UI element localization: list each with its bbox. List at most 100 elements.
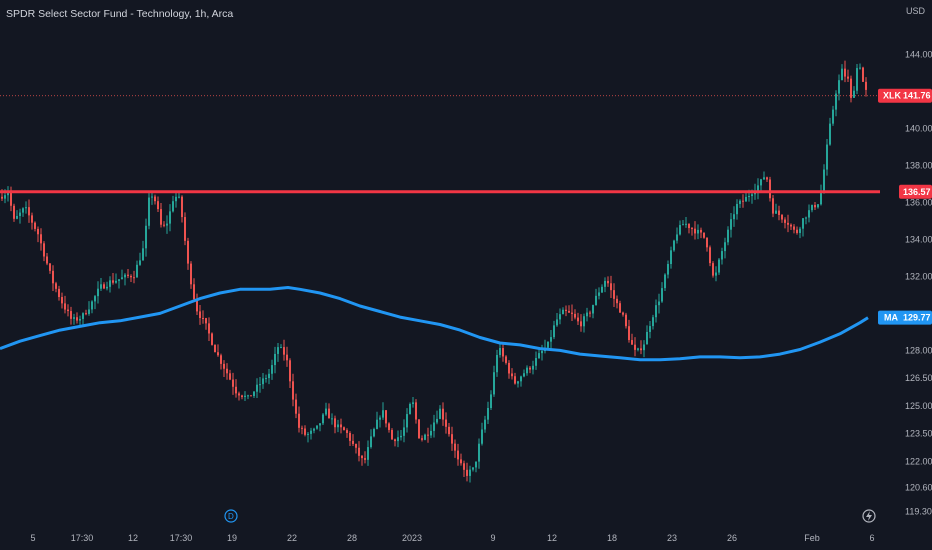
- candle: [514, 372, 516, 385]
- candle-body: [604, 280, 606, 287]
- price-axis[interactable]: 144.00 140.00 138.00 136.00 134.00 132.00 128.…: [905, 49, 932, 516]
- x-tick-label: 9: [490, 533, 495, 543]
- candle-body: [658, 301, 660, 306]
- candle-body: [460, 459, 462, 464]
- candle: [430, 424, 432, 439]
- candle: [811, 204, 813, 213]
- candle: [577, 312, 579, 326]
- candle-body: [241, 395, 243, 397]
- candle: [466, 462, 468, 482]
- level-tag: 136.57: [899, 184, 932, 199]
- candle: [820, 184, 822, 206]
- candle-body: [229, 373, 231, 380]
- candle: [718, 258, 720, 275]
- candle: [661, 282, 663, 303]
- candle: [7, 186, 9, 202]
- candle-body: [661, 288, 663, 302]
- candle-body: [340, 424, 342, 428]
- candle: [235, 379, 237, 398]
- candle: [418, 418, 420, 439]
- candle-body: [19, 212, 21, 216]
- x-tick-label: 23: [667, 533, 677, 543]
- y-tick-label: 120.60: [905, 482, 932, 492]
- candle-body: [802, 218, 804, 229]
- earnings-marker[interactable]: [862, 509, 876, 523]
- candle-body: [517, 381, 519, 384]
- candle: [19, 208, 21, 224]
- candle: [412, 397, 414, 408]
- candle: [457, 443, 459, 466]
- candle: [283, 339, 285, 361]
- candle: [25, 201, 27, 214]
- x-tick-label: 17:30: [170, 533, 193, 543]
- candle: [844, 60, 846, 83]
- candle-body: [748, 196, 750, 198]
- candle-body: [811, 205, 813, 211]
- time-axis[interactable]: 5 17:30 12 17:30 19 22 28 2023 9 12 18 23 26 Feb 6: [30, 533, 874, 543]
- candle-body: [799, 228, 801, 233]
- candle-body: [835, 93, 837, 110]
- candle: [187, 237, 189, 270]
- candle-body: [772, 198, 774, 214]
- candle: [610, 275, 612, 299]
- candle: [634, 337, 636, 357]
- candle-body: [283, 347, 285, 355]
- candle: [244, 391, 246, 401]
- candle-body: [415, 402, 417, 420]
- candle: [649, 320, 651, 339]
- candle-body: [736, 203, 738, 215]
- candle-body: [691, 228, 693, 230]
- candle-body: [355, 443, 357, 448]
- candle-body: [376, 419, 378, 429]
- candle: [277, 343, 279, 362]
- candle-body: [103, 284, 105, 289]
- candle: [40, 228, 42, 251]
- candle-body: [373, 428, 375, 437]
- dividend-marker[interactable]: D: [224, 509, 238, 523]
- candle-body: [796, 229, 798, 233]
- candle-body: [595, 295, 597, 306]
- candle: [604, 277, 606, 293]
- candle: [664, 273, 666, 291]
- candle: [427, 427, 429, 443]
- candle: [154, 194, 156, 205]
- candle: [553, 320, 555, 340]
- candle-body: [154, 196, 156, 202]
- candle: [49, 263, 51, 274]
- candle-body: [598, 292, 600, 296]
- candle: [313, 427, 315, 434]
- candle: [361, 454, 363, 466]
- candle: [364, 451, 366, 464]
- candle-body: [547, 341, 549, 348]
- candle: [178, 192, 180, 199]
- candle: [403, 419, 405, 443]
- candle: [565, 305, 567, 317]
- candle-body: [37, 228, 39, 235]
- candle-body: [130, 275, 132, 278]
- y-tick-label: 138.00: [905, 160, 932, 170]
- candle-body: [73, 317, 75, 319]
- candle: [490, 390, 492, 411]
- candle: [463, 460, 465, 478]
- candle-body: [667, 264, 669, 275]
- price-tag-box: [878, 88, 932, 103]
- candle: [220, 353, 222, 370]
- candle: [166, 215, 168, 234]
- candle: [124, 273, 126, 286]
- candle-body: [505, 356, 507, 363]
- candle: [607, 276, 609, 287]
- candle-body: [820, 192, 822, 205]
- candle-body: [574, 313, 576, 318]
- candle-body: [694, 228, 696, 234]
- candle: [619, 300, 621, 313]
- candle-body: [112, 280, 114, 283]
- candle: [799, 226, 801, 239]
- candle-body: [166, 223, 168, 226]
- candle: [226, 363, 228, 380]
- candle-body: [745, 196, 747, 202]
- candle-body: [7, 192, 9, 196]
- candle: [61, 292, 63, 309]
- candle: [316, 425, 318, 430]
